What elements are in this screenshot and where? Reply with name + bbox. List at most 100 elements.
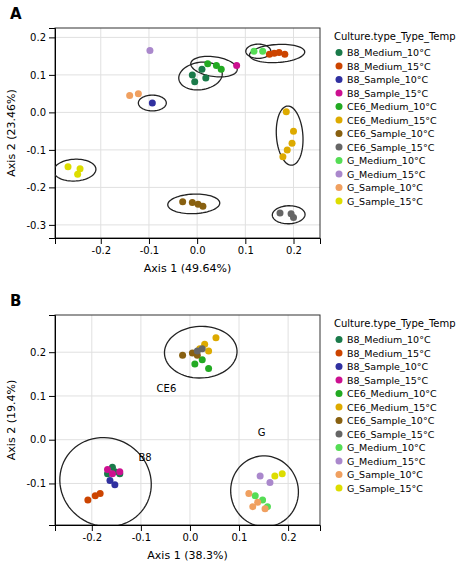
y-tick: -0.1: [26, 478, 55, 489]
point: [149, 100, 156, 107]
x-tick-mark: [294, 238, 295, 244]
legend-item: B8_Sample_10°C: [336, 361, 429, 372]
x-tick-label: 0.2: [286, 245, 302, 256]
y-axis-line: [49, 29, 56, 239]
x-tick-mark: [245, 238, 246, 244]
series: [149, 100, 156, 107]
ellipse: [60, 438, 151, 525]
grid-line-x: [245, 28, 246, 238]
chart-container: -0.2-0.10.00.10.2-0.3-0.2-0.10.00.10.2Ax…: [0, 0, 474, 575]
point: [283, 108, 290, 115]
grid-line-y: [55, 224, 320, 225]
legend-swatch: [336, 471, 343, 478]
y-tick-label: -0.1: [26, 478, 46, 489]
y-tick-label: 0.0: [30, 434, 46, 445]
y-axis: -0.10.00.10.2: [26, 316, 55, 526]
legend-item: B8_Medium_15°C: [336, 348, 431, 359]
legend-swatch: [336, 363, 343, 370]
legend-item: G_Sample_10°C: [336, 469, 424, 480]
series: [257, 473, 274, 487]
point: [116, 468, 123, 475]
y-tick-label: 0.2: [30, 32, 46, 43]
point: [271, 473, 278, 480]
legend-swatch: [336, 417, 343, 424]
point: [284, 146, 291, 153]
legend-label: CE6_Medium_15°C: [347, 402, 437, 413]
x-tick: 0.1: [238, 238, 254, 256]
legend-label: B8_Sample_10°C: [347, 74, 429, 85]
grid-line-y: [55, 74, 320, 75]
series: [194, 345, 206, 354]
y-tick-mark: [49, 483, 55, 484]
x-tick-label: 0.2: [281, 532, 297, 543]
legend-swatch: [336, 49, 343, 56]
legend-label: CE6_Sample_15°C: [347, 142, 435, 153]
x-tick: 0.1: [232, 525, 248, 543]
grid-line-y: [55, 439, 320, 440]
legend-swatch: [336, 390, 343, 397]
series: [106, 477, 118, 488]
legend-item: CE6_Sample_10°C: [336, 128, 435, 139]
x-tick-mark: [101, 238, 102, 244]
legend: Culture.type_Type_Temp B8_Medium_10°C B8_M…: [334, 31, 456, 207]
legend-item: CE6_Medium_15°C: [336, 402, 438, 413]
legend-label: B8_Medium_10°C: [347, 47, 431, 58]
legend-item: B8_Medium_15°C: [336, 61, 431, 72]
legend-label: G_Medium_15°C: [347, 456, 426, 467]
point: [218, 66, 225, 73]
y-tick: 0.1: [30, 70, 55, 81]
panel: -0.2-0.10.00.10.2-0.10.00.10.2B8CE6GAxis…: [5, 292, 456, 562]
legend-swatch: [336, 157, 343, 164]
grid-line-y: [55, 395, 320, 396]
y-tick-mark: [49, 225, 55, 226]
x-tick-label: -0.2: [83, 532, 103, 543]
y-tick: -0.1: [26, 145, 55, 156]
legend-swatch: [336, 63, 343, 70]
y-tick-mark: [49, 150, 55, 151]
series: [191, 356, 212, 372]
legend-item: B8_Sample_15°C: [336, 88, 429, 99]
grid-line-y: [55, 352, 320, 353]
ellipse: [164, 326, 237, 378]
x-axis-title: Axis 1 (38.3%): [147, 549, 227, 562]
legend-title: Culture.type_Type_Temp: [334, 31, 456, 43]
point: [179, 352, 186, 359]
ellipse: [231, 456, 299, 525]
legend-label: G_Medium_10°C: [347, 442, 426, 453]
x-tick-mark: [197, 238, 198, 244]
chart-svg: -0.2-0.10.00.10.2-0.3-0.2-0.10.00.10.2Ax…: [0, 0, 474, 575]
legend-label: B8_Medium_15°C: [347, 61, 431, 72]
y-axis-title: Axis 2 (23.46%): [5, 89, 18, 176]
ellipse: [55, 159, 96, 181]
legend-item: G_Medium_15°C: [336, 169, 426, 180]
legend-item: CE6_Medium_15°C: [336, 115, 438, 126]
point: [189, 71, 196, 78]
y-tick-label: -0.2: [26, 182, 46, 193]
series: [245, 490, 268, 512]
legend-item: CE6_Medium_10°C: [336, 388, 438, 399]
series: [277, 209, 297, 221]
series: [179, 198, 206, 210]
panel-title: B: [10, 292, 21, 310]
point: [179, 198, 186, 205]
point: [257, 473, 264, 480]
grid-line-y: [55, 187, 320, 188]
legend-item: G_Medium_10°C: [336, 155, 426, 166]
y-tick-mark: [49, 396, 55, 397]
x-tick-label: -0.1: [140, 245, 160, 256]
legend-swatch: [336, 431, 343, 438]
point: [191, 361, 198, 368]
point: [245, 490, 252, 497]
legend-item: B8_Medium_10°C: [336, 334, 431, 345]
point: [233, 62, 240, 69]
x-tick: 0.0: [190, 238, 206, 256]
point: [111, 481, 118, 488]
legend-swatch: [336, 90, 343, 97]
point: [250, 48, 257, 55]
y-tick-label: 0.2: [30, 347, 46, 358]
grid-line-x: [148, 28, 149, 238]
x-tick: 0.2: [281, 525, 297, 543]
x-tick-label: 0.0: [183, 532, 199, 543]
legend-swatch: [336, 485, 343, 492]
legend-swatch: [336, 377, 343, 384]
